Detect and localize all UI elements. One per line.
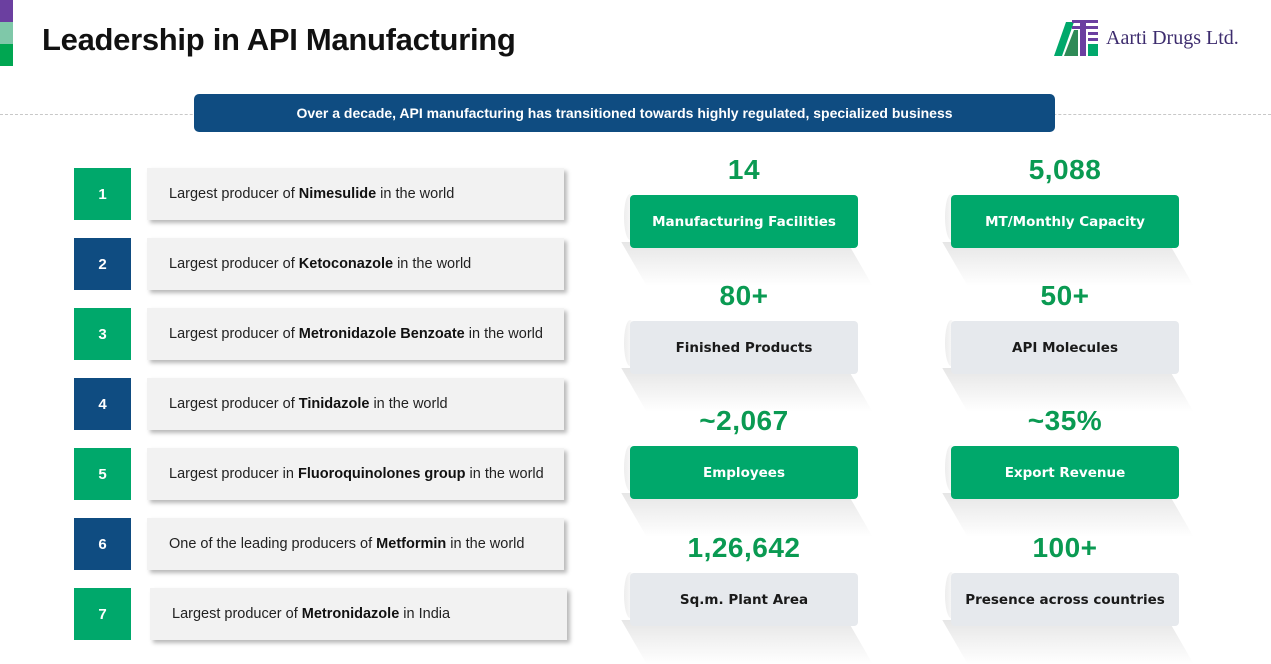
statement-suffix: in the world (376, 186, 455, 202)
product-name: Ketoconazole (298, 256, 394, 272)
product-name: Metformin (376, 536, 447, 552)
stat-tile: 5,088 MT/Monthly Capacity (942, 152, 1194, 286)
product-name: Tinidazole (298, 396, 370, 412)
stat-label-box: MT/Monthly Capacity (951, 195, 1179, 248)
stat-label-box: Presence across countries (951, 573, 1179, 626)
leadership-statement: Largest producer of Nimesulide in the wo… (147, 168, 564, 220)
stat-label: Finished Products (675, 339, 813, 356)
stat-tile: 80+ Finished Products (621, 278, 873, 412)
leadership-statement: Largest producer of Tinidazole in the wo… (147, 378, 564, 430)
leadership-statement: One of the leading producers of Metformi… (147, 518, 564, 570)
stat-label-box: Manufacturing Facilities (630, 195, 858, 248)
stat-tile: 14 Manufacturing Facilities (621, 152, 873, 286)
stat-label: Sq.m. Plant Area (679, 591, 809, 608)
product-name: Fluoroquinolones group (297, 466, 466, 482)
stat-value: 80+ (719, 280, 769, 311)
statement-prefix: Largest producer of (169, 396, 299, 412)
accent-stripe-green (0, 44, 13, 66)
leadership-item: 6 One of the leading producers of Metform… (74, 518, 574, 572)
stat-tile: ~35% Export Revenue (942, 403, 1194, 537)
stat-label: Employees (702, 464, 785, 481)
statement-suffix: in India (399, 606, 451, 622)
stat-tile: 1,26,642 Sq.m. Plant Area (621, 530, 873, 664)
rank-number-badge: 2 (74, 238, 131, 290)
page-title: Leadership in API Manufacturing (42, 22, 516, 57)
leadership-item: 2 Largest producer of Ketoconazole in the… (74, 238, 574, 292)
statement-suffix: in the world (464, 326, 543, 342)
rank-number-badge: 1 (74, 168, 131, 220)
stat-label: Export Revenue (1004, 464, 1126, 481)
product-name: Nimesulide (298, 186, 377, 202)
statement-prefix: Largest producer in (169, 466, 298, 482)
leadership-statement: Largest producer of Metronidazole in Ind… (150, 588, 567, 640)
stat-label-box: API Molecules (951, 321, 1179, 374)
stat-label: Presence across countries (965, 591, 1165, 608)
rank-number-badge: 7 (74, 588, 131, 640)
stat-label-box: Finished Products (630, 321, 858, 374)
stat-value: ~35% (1027, 405, 1103, 436)
aarti-drugs-logo-icon (1054, 20, 1098, 56)
statement-suffix: in the world (393, 256, 472, 272)
stat-value: 5,088 (1028, 154, 1102, 185)
accent-stripe-light-green (0, 22, 13, 44)
rank-number-badge: 4 (74, 378, 131, 430)
company-logo: Aarti Drugs Ltd. (1052, 18, 1262, 58)
leadership-list: 1 Largest producer of Nimesulide in the w… (0, 0, 600, 661)
summary-banner: Over a decade, API manufacturing has tra… (194, 94, 1055, 132)
leadership-statement: Largest producer of Ketoconazole in the … (147, 238, 564, 290)
accent-stripe-purple (0, 0, 13, 22)
leadership-item: 5 Largest producer in Fluoroquinolones gr… (74, 448, 574, 502)
stat-label: MT/Monthly Capacity (985, 213, 1145, 230)
statement-suffix: in the world (465, 466, 544, 482)
stat-label-box: Export Revenue (951, 446, 1179, 499)
statement-prefix: Largest producer of (169, 326, 299, 342)
stat-value: 1,26,642 (687, 532, 801, 563)
statement-suffix: in the world (446, 536, 525, 552)
leadership-item: 1 Largest producer of Nimesulide in the w… (74, 168, 574, 222)
statement-suffix: in the world (369, 396, 448, 412)
stat-tile: 100+ Presence across countries (942, 530, 1194, 664)
product-name: Metronidazole Benzoate (298, 326, 465, 342)
leadership-item: 7 Largest producer of Metronidazole in In… (74, 588, 574, 642)
stat-shadow (942, 620, 1194, 664)
stat-shadow (621, 620, 873, 664)
statement-prefix: Largest producer of (169, 186, 299, 202)
statement-prefix: Largest producer of (172, 606, 302, 622)
stat-value: 50+ (1040, 280, 1090, 311)
rank-number-badge: 5 (74, 448, 131, 500)
statement-prefix: One of the leading producers of (169, 536, 377, 552)
stat-value: 14 (727, 154, 761, 185)
stat-label: API Molecules (1012, 339, 1118, 356)
stat-value: ~2,067 (699, 405, 789, 436)
leadership-statement: Largest producer of Metronidazole Benzoa… (147, 308, 564, 360)
statement-prefix: Largest producer of (169, 256, 299, 272)
stat-label: Manufacturing Facilities (652, 213, 836, 230)
leadership-statement: Largest producer in Fluoroquinolones gro… (147, 448, 564, 500)
stat-label-box: Sq.m. Plant Area (630, 573, 858, 626)
product-name: Metronidazole (301, 606, 400, 622)
stat-tile: 50+ API Molecules (942, 278, 1194, 412)
rank-number-badge: 6 (74, 518, 131, 570)
stat-value: 100+ (1032, 532, 1098, 563)
stat-tile: ~2,067 Employees (621, 403, 873, 537)
rank-number-badge: 3 (74, 308, 131, 360)
company-name: Aarti Drugs Ltd. (1106, 27, 1239, 49)
leadership-item: 3 Largest producer of Metronidazole Benzo… (74, 308, 574, 362)
leadership-item: 4 Largest producer of Tinidazole in the w… (74, 378, 574, 432)
stat-label-box: Employees (630, 446, 858, 499)
